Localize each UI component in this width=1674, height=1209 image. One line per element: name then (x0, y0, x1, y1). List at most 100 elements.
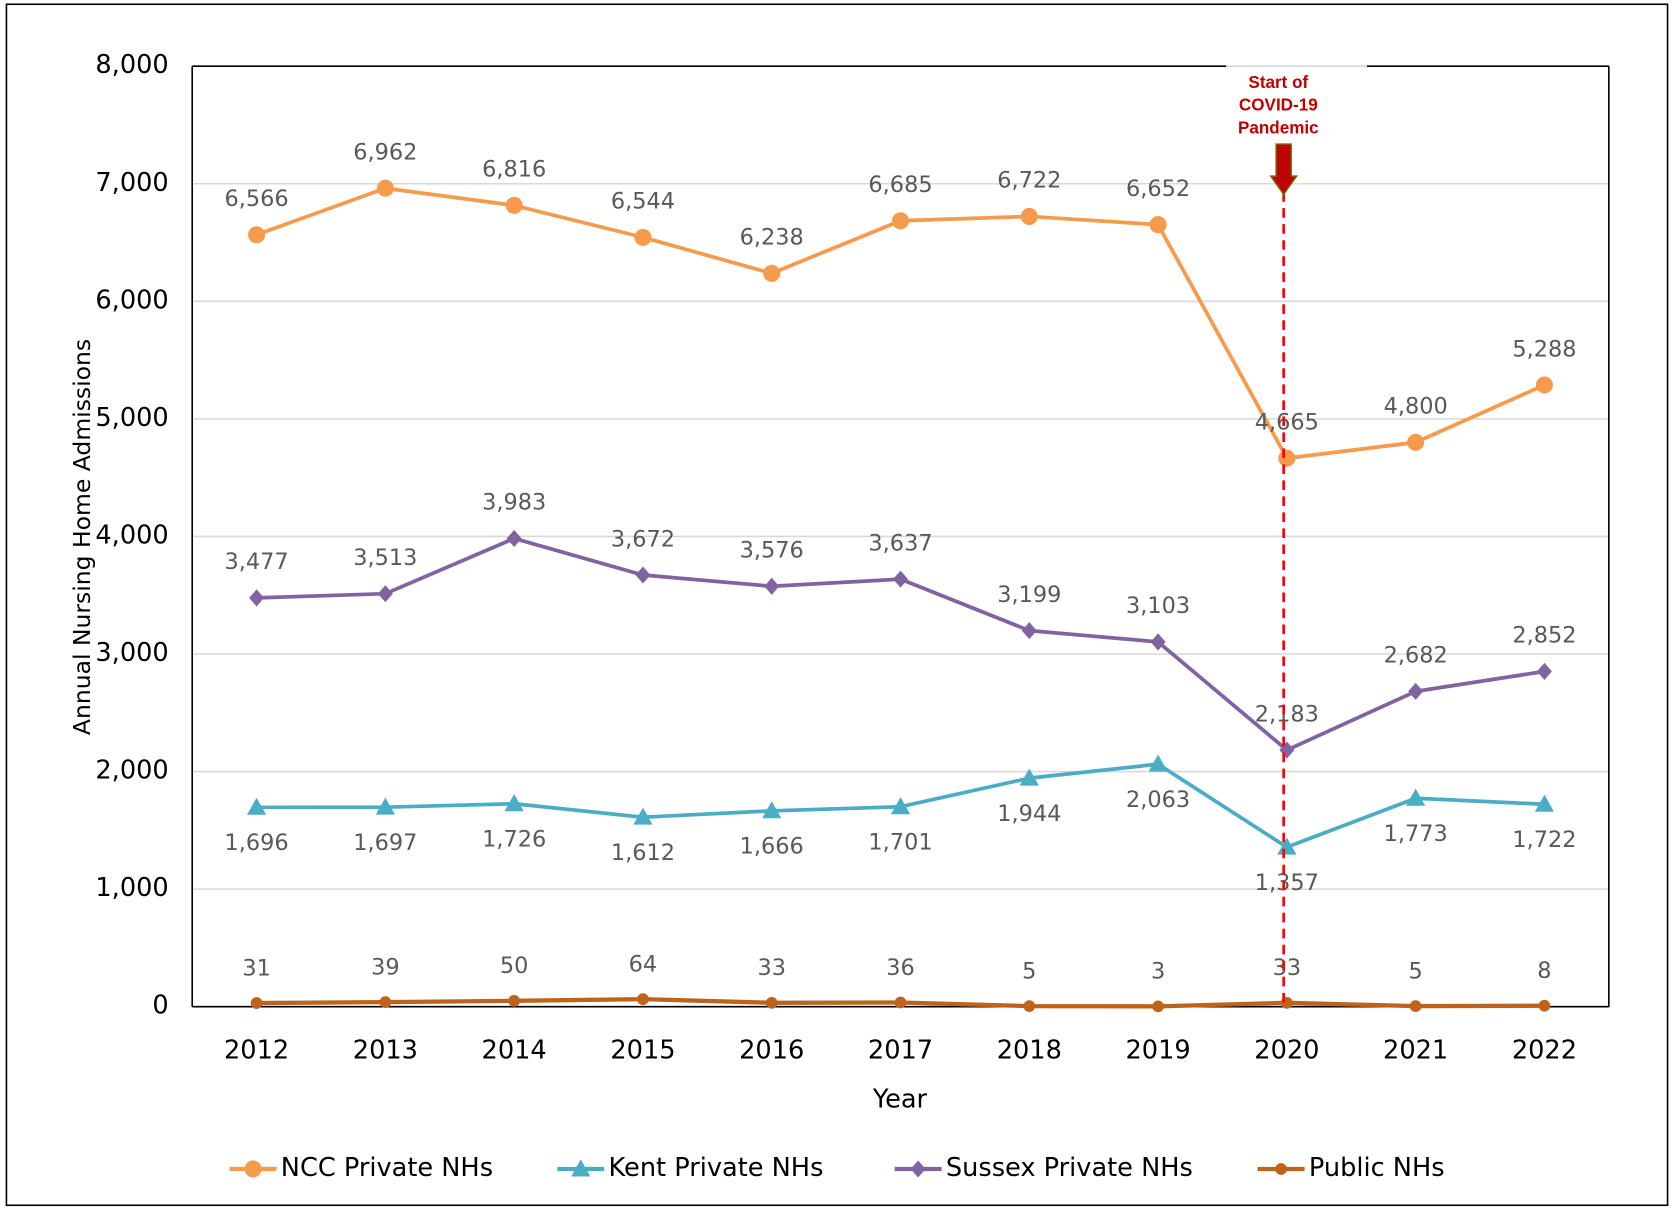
data-label: 6,685 (868, 172, 932, 198)
legend-item: NCC Private NHs (229, 1153, 493, 1183)
marker (1019, 768, 1039, 786)
data-label: 2,183 (1255, 701, 1319, 727)
data-label: 3,103 (1126, 593, 1190, 619)
data-label: 5 (1409, 958, 1423, 984)
marker (377, 585, 393, 603)
data-label: 3,983 (482, 490, 546, 516)
marker (504, 794, 524, 812)
legend-item: Public NHs (1257, 1153, 1445, 1183)
data-label: 3,199 (997, 582, 1061, 608)
data-label: 1,696 (225, 830, 289, 856)
data-label: 6,544 (611, 189, 675, 215)
data-label: 1,722 (1512, 827, 1576, 853)
marker (1535, 376, 1553, 394)
data-label: 3,672 (611, 526, 675, 552)
marker (1148, 754, 1168, 772)
data-label: 5 (1022, 958, 1036, 984)
marker (765, 996, 778, 1009)
data-label: 1,666 (740, 834, 804, 860)
y-axis-label: Annual Nursing Home Admissions (68, 339, 96, 735)
annotation-text: Start of (1248, 73, 1308, 92)
x-tick-label: 2017 (868, 1036, 933, 1066)
data-label: 6,566 (225, 186, 289, 212)
y-tick-label: 5,000 (95, 403, 168, 433)
x-tick-label: 2013 (353, 1036, 418, 1066)
annotation-text: Pandemic (1238, 119, 1319, 138)
data-label: 31 (242, 955, 271, 981)
marker (505, 196, 523, 214)
x-tick-label: 2022 (1512, 1036, 1577, 1066)
marker (1409, 1000, 1422, 1012)
data-label: 1,612 (611, 840, 675, 866)
y-tick-label: 0 (152, 991, 168, 1021)
marker (763, 264, 781, 282)
data-label: 2,063 (1126, 787, 1190, 813)
legend-label: Public NHs (1309, 1153, 1445, 1183)
x-tick-label: 2015 (610, 1036, 675, 1066)
data-label: 1,773 (1384, 821, 1448, 847)
y-tick-label: 3,000 (95, 638, 168, 668)
x-tick-label: 2012 (224, 1036, 289, 1066)
data-label: 2,682 (1384, 643, 1448, 669)
marker (1277, 837, 1297, 855)
marker (246, 797, 267, 815)
data-label: 64 (629, 952, 658, 978)
legend-label: Kent Private NHs (609, 1153, 824, 1183)
data-label: 3,513 (353, 545, 417, 571)
marker (248, 226, 266, 244)
marker (1020, 207, 1038, 225)
x-tick-label: 2016 (739, 1036, 804, 1066)
data-label: 3,477 (225, 549, 289, 575)
data-label: 36 (886, 955, 915, 981)
y-tick-label: 7,000 (95, 168, 168, 198)
marker (891, 212, 910, 230)
marker (1536, 662, 1552, 680)
marker (1408, 682, 1424, 700)
annotation-arrow (1269, 143, 1299, 196)
data-label: 1,697 (353, 830, 417, 856)
marker (506, 529, 522, 547)
marker (634, 228, 652, 246)
marker (893, 570, 908, 588)
marker (1023, 1000, 1036, 1012)
data-label: 33 (1273, 955, 1302, 981)
legend-label: NCC Private NHs (281, 1153, 493, 1183)
marker (894, 996, 907, 1009)
y-tick-label: 8,000 (95, 50, 168, 80)
y-tick-label: 6,000 (95, 285, 168, 315)
annotation-text: COVID-19 (1239, 96, 1318, 115)
data-label: 6,238 (740, 225, 804, 251)
x-tick-label: 2021 (1383, 1036, 1448, 1066)
data-label: 6,962 (353, 139, 417, 165)
data-label: 3,576 (740, 538, 804, 564)
x-axis-label: Year (872, 1085, 928, 1115)
y-tick-label: 2,000 (95, 756, 168, 786)
data-label: 1,726 (482, 827, 546, 853)
marker (571, 1159, 591, 1177)
data-label: 39 (371, 954, 400, 980)
data-label: 2,852 (1512, 623, 1576, 649)
data-label: 3 (1151, 959, 1165, 985)
data-label: 1,701 (868, 830, 932, 856)
marker (1406, 788, 1426, 806)
x-tick-label: 2018 (997, 1036, 1062, 1066)
marker (637, 993, 649, 1006)
marker (1534, 794, 1555, 812)
marker (244, 1160, 262, 1178)
data-label: 4,800 (1384, 394, 1448, 420)
marker (375, 797, 395, 815)
marker (1407, 433, 1425, 451)
marker (1538, 999, 1551, 1012)
data-label: 50 (500, 953, 529, 979)
marker (633, 807, 653, 825)
legend-item: Sussex Private NHs (894, 1153, 1193, 1183)
y-tick-label: 4,000 (95, 520, 168, 550)
marker (379, 996, 392, 1008)
marker (635, 566, 651, 584)
x-tick-label: 2019 (1125, 1036, 1190, 1066)
data-label: 6,816 (482, 157, 546, 183)
marker (1150, 633, 1166, 651)
x-tick-label: 2020 (1254, 1036, 1319, 1066)
